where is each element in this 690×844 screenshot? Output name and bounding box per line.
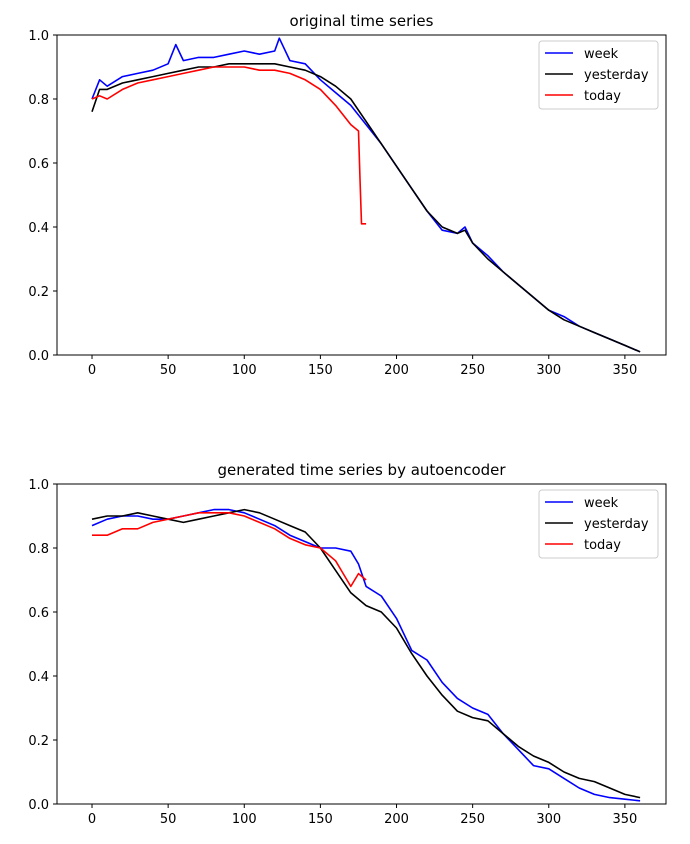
x-tick-label: 0 — [88, 363, 96, 378]
y-tick-label: 0.0 — [28, 349, 49, 364]
x-tick-label: 100 — [232, 812, 257, 827]
x-tick-label: 100 — [232, 363, 257, 378]
x-tick-label: 250 — [460, 363, 485, 378]
legend-label-week: week — [584, 496, 619, 511]
x-tick-label: 150 — [308, 363, 333, 378]
legend: week yesterday today — [538, 489, 659, 559]
x-tick-label: 250 — [460, 812, 485, 827]
series-line-today — [91, 66, 367, 225]
y-tick-label: 0.6 — [28, 606, 49, 621]
y-tick-label: 0.4 — [28, 221, 49, 236]
x-tick-label: 150 — [308, 812, 333, 827]
y-tick-label: 0.4 — [28, 670, 49, 685]
series-line-yesterday — [91, 62, 641, 353]
y-tick-label: 1.0 — [28, 29, 49, 44]
chart-title: original time series — [290, 12, 434, 30]
series-line-yesterday — [91, 508, 641, 799]
axes-frame — [56, 483, 667, 805]
y-tick-label: 0.8 — [28, 93, 49, 108]
legend-label-today: today — [584, 538, 621, 553]
x-tick-label: 50 — [160, 812, 177, 827]
y-tick-label: 0.2 — [28, 734, 49, 749]
legend-label-week: week — [584, 47, 619, 62]
series-line-today — [92, 511, 367, 588]
axes-frame — [56, 34, 667, 356]
legend: week yesterday today — [538, 40, 659, 110]
x-tick-label: 350 — [612, 363, 637, 378]
legend-label-yesterday: yesterday — [584, 68, 649, 83]
x-tick-label: 200 — [384, 812, 409, 827]
legend-label-today: today — [584, 89, 621, 104]
legend-box — [538, 40, 659, 110]
x-tick-label: 300 — [536, 363, 561, 378]
chart-generated-time-series: generated time series by autoencoder 0 50 1… — [28, 461, 667, 827]
y-tick-label: 0.2 — [28, 285, 49, 300]
chart-original-time-series: original time series 0 50 100 150 200 250 300 35… — [28, 12, 667, 378]
x-tick-label: 300 — [536, 812, 561, 827]
y-tick-label: 0.8 — [28, 542, 49, 557]
chart-title: generated time series by autoencoder — [217, 461, 506, 479]
x-tick-label: 0 — [88, 812, 96, 827]
y-tick-label: 0.0 — [28, 798, 49, 813]
x-tick-label: 50 — [160, 363, 177, 378]
legend-label-yesterday: yesterday — [584, 517, 649, 532]
legend-box — [538, 489, 659, 559]
x-tick-label: 200 — [384, 363, 409, 378]
y-tick-label: 0.6 — [28, 157, 49, 172]
x-tick-label: 350 — [612, 812, 637, 827]
y-tick-label: 1.0 — [28, 478, 49, 493]
